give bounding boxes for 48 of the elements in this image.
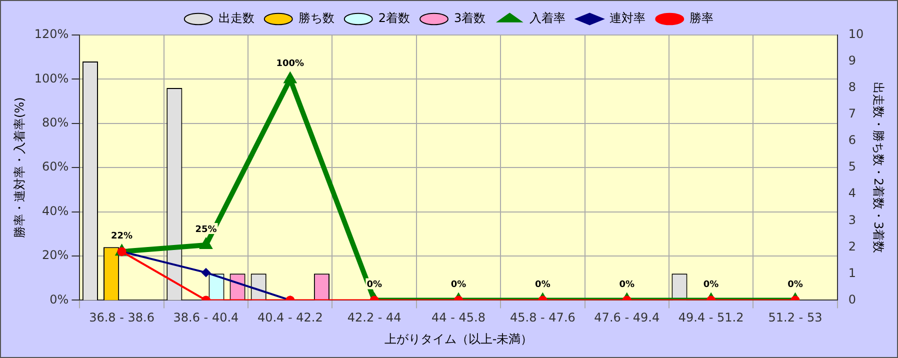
y2-tick-label: 2 xyxy=(848,239,856,254)
legend-label: 勝ち数 xyxy=(298,11,334,26)
y-tick-label: 60% xyxy=(42,160,69,174)
y2-tick-label: 6 xyxy=(848,133,856,148)
y2-tick-label: 1 xyxy=(848,266,856,280)
legend-label: 2着数 xyxy=(378,11,410,26)
x-tick-label: 45.8 - 47.6 xyxy=(510,310,576,325)
y2-axis-title: 出走数・勝ち数・2着数・3着数 xyxy=(872,82,886,254)
legend-label: 勝率 xyxy=(690,11,714,26)
x-tick-label: 36.8 - 38.6 xyxy=(89,310,154,325)
x-tick-label: 42.2 - 44 xyxy=(347,310,402,325)
data-label: 22% xyxy=(111,231,133,242)
y2-tick-label: 7 xyxy=(848,106,856,121)
data-label: 0% xyxy=(366,280,382,290)
y-tick-label: 120% xyxy=(34,27,69,42)
y2-tick-label: 9 xyxy=(848,54,856,68)
data-label: 0% xyxy=(535,280,550,290)
y-tick-label: 0% xyxy=(50,292,69,306)
y2-tick-label: 0 xyxy=(848,292,856,306)
point xyxy=(284,72,297,84)
x-tick-label: 40.4 - 42.2 xyxy=(257,310,323,325)
y2-tick-label: 10 xyxy=(848,27,864,42)
y-tick-label: 100% xyxy=(34,71,69,86)
legend-label: 3着数 xyxy=(454,11,486,26)
x-tick-label: 47.6 - 49.4 xyxy=(594,310,660,325)
y2-tick-label: 5 xyxy=(848,160,856,174)
data-label: 0% xyxy=(788,280,803,290)
point xyxy=(199,237,213,249)
data-label: 0% xyxy=(619,280,635,290)
x-tick-label: 38.6 - 40.4 xyxy=(173,310,239,325)
data-label: 25% xyxy=(195,224,217,235)
legend-label: 入着率 xyxy=(530,11,566,26)
legend-label: 連対率 xyxy=(610,11,646,26)
y2-tick-label: 8 xyxy=(848,80,856,94)
data-label: 100% xyxy=(276,59,304,70)
y-tick-label: 20% xyxy=(42,248,69,262)
y-axis-title: 勝率・連対率・入着率(%) xyxy=(12,97,26,238)
y2-tick-label: 4 xyxy=(848,186,856,200)
y-tick-label: 40% xyxy=(42,204,69,218)
legend-label: 出走数 xyxy=(218,11,254,26)
x-tick-label: 51.2 - 53 xyxy=(768,310,822,325)
x-axis-title: 上がりタイム（以上-未満） xyxy=(384,332,533,346)
data-label: 0% xyxy=(450,280,466,290)
x-tick-label: 49.4 - 51.2 xyxy=(678,310,744,325)
x-tick-label: 44 - 45.8 xyxy=(432,310,486,325)
data-label: 0% xyxy=(703,280,719,290)
y-tick-label: 80% xyxy=(42,116,69,130)
y2-tick-label: 3 xyxy=(848,212,856,227)
